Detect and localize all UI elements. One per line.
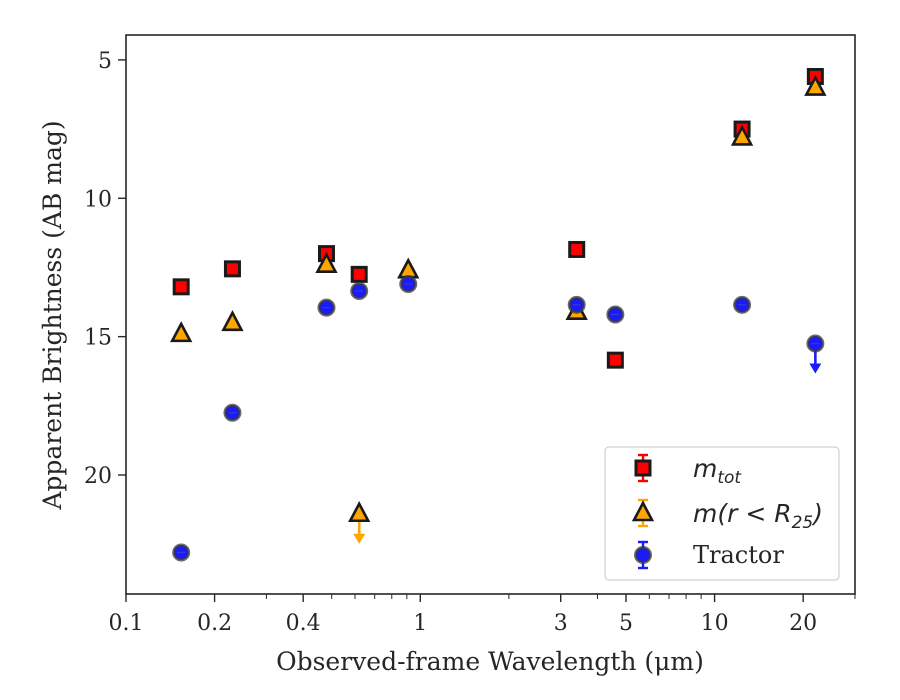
triangle-point [348, 500, 371, 523]
y-tick-label: 5 [98, 49, 112, 74]
x-tick-label: 10 [701, 611, 729, 636]
x-tick-label: 3 [554, 611, 568, 636]
y-tick-label: 15 [84, 326, 112, 351]
y-tick-label: 10 [84, 187, 112, 212]
legend-marker-square [634, 459, 652, 477]
x-tick-label: 0.4 [286, 611, 321, 636]
legend: mtot m(r < R25) Tractor [604, 446, 840, 581]
triangle-point [170, 321, 193, 343]
y-axis: 5 10 15 20 [84, 49, 126, 489]
upper-limit-head [809, 363, 822, 374]
legend-marker-circle [634, 546, 652, 564]
legend-marker-triangle [631, 500, 655, 522]
x-tick-label: 0.1 [109, 611, 144, 636]
legend-handle-1 [631, 498, 655, 528]
square-point [350, 265, 368, 283]
square-point [172, 278, 190, 296]
legend-box [604, 446, 840, 581]
legend-handle-2 [634, 540, 652, 570]
series-2 [172, 275, 825, 562]
upper-limit-head [353, 533, 366, 544]
triangle-point [315, 251, 338, 273]
triangle-point [730, 124, 754, 146]
y-axis-title: Apparent Brightness (AB mag) [38, 120, 67, 510]
square-point [606, 351, 624, 369]
x-axis-title: Observed-frame Wavelength (μm) [276, 647, 704, 676]
triangle-point [221, 310, 244, 332]
x-tick-label: 1 [413, 611, 427, 636]
y-tick-label: 20 [84, 464, 112, 489]
legend-label-tractor: Tractor [693, 541, 784, 569]
square-point [223, 260, 241, 278]
x-axis: 0.1 0.2 0.4 1 3 5 10 20 [109, 594, 856, 636]
x-tick-label: 20 [789, 611, 817, 636]
square-point [568, 240, 586, 258]
x-tick-label: 5 [619, 611, 633, 636]
triangle-point [804, 74, 827, 96]
x-tick-label: 0.2 [197, 611, 232, 636]
data-markers [170, 68, 827, 562]
legend-handle-0 [634, 453, 652, 483]
